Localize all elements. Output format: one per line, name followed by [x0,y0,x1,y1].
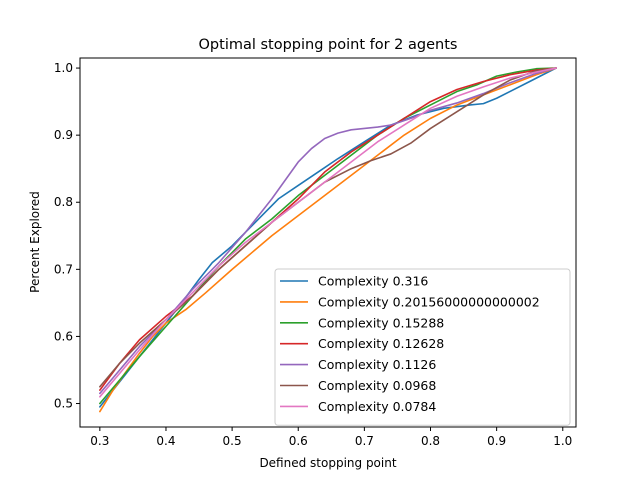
x-tick-label: 0.6 [289,434,308,448]
y-tick-label: 0.8 [54,195,73,209]
legend-label-4: Complexity 0.12628 [318,336,444,351]
legend: Complexity 0.316 Complexity 0.20156000000… [274,268,571,426]
legend-label-7: Complexity 0.0784 [318,399,436,414]
series-line-1 [99,67,557,408]
x-tick-label: 0.7 [355,434,374,448]
series-line-2 [99,67,557,413]
legend-box [274,268,571,426]
x-axis-label: Defined stopping point [259,456,396,470]
x-tick-label: 0.8 [421,434,440,448]
legend-label-6: Complexity 0.0968 [318,378,436,393]
x-tick-label: 1.0 [553,434,572,448]
y-axis: 0.5 0.6 0.7 0.8 0.9 1.0 [54,61,80,411]
x-tick-label: 0.5 [223,434,242,448]
x-tick-label: 0.9 [487,434,506,448]
legend-label-2: Complexity 0.20156000000000002 [318,294,540,309]
plot-area [79,57,577,428]
y-tick-label: 0.7 [54,262,73,276]
series-line-3 [99,67,557,405]
legend-label-1: Complexity 0.316 [318,274,428,289]
x-tick-label: 0.3 [90,434,109,448]
chart-title: Optimal stopping point for 2 agents [199,37,458,53]
legend-label-3: Complexity 0.15288 [318,315,444,330]
series-line-4 [99,67,557,391]
y-tick-label: 0.5 [54,397,73,411]
series-layer [99,67,557,413]
legend-label-5: Complexity 0.1126 [318,357,436,372]
y-tick-label: 0.6 [54,329,73,343]
x-axis: 0.3 0.4 0.5 0.6 0.7 0.8 0.9 1.0 [90,427,572,448]
series-line-7 [99,67,557,398]
x-tick-label: 0.4 [156,434,175,448]
y-axis-label: Percent Explored [28,191,42,293]
series-line-5 [99,67,557,395]
y-tick-label: 0.9 [54,128,73,142]
y-tick-label: 1.0 [54,61,73,75]
